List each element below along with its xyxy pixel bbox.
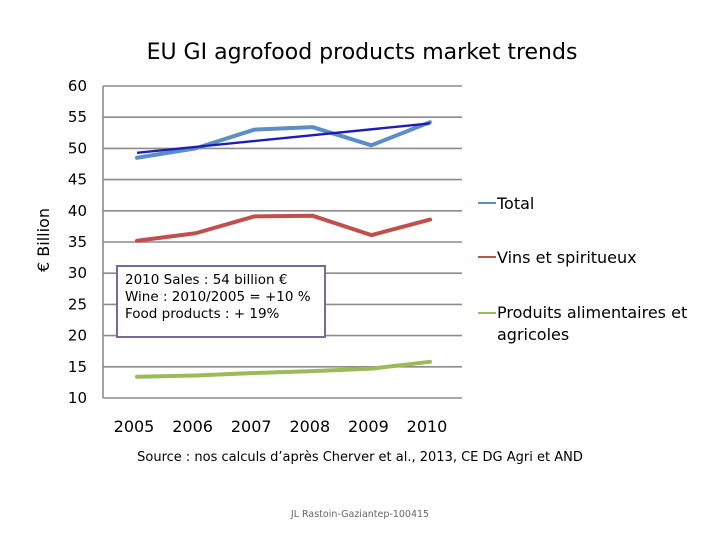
source-note: Source : nos calculs d’après Cherver et … bbox=[137, 450, 583, 465]
y-tick-label: 55 bbox=[68, 108, 87, 126]
annotation-line: Wine : 2010/2005 = +10 % bbox=[125, 289, 311, 305]
x-tick-label: 2009 bbox=[348, 417, 389, 436]
x-tick-labels: 2005 2006 2007 2008 2009 2010 bbox=[114, 417, 448, 436]
y-tick-labels: 60 55 50 45 40 35 30 25 20 15 10 bbox=[68, 77, 87, 407]
y-tick-label: 20 bbox=[68, 327, 87, 345]
y-tick-label: 35 bbox=[68, 233, 87, 251]
annotation-line: 2010 Sales : 54 billion € bbox=[125, 272, 288, 288]
trendline-total bbox=[136, 122, 431, 154]
x-tick-label: 2006 bbox=[172, 417, 213, 436]
annotation-box: 2010 Sales : 54 billion € Wine : 2010/20… bbox=[116, 265, 326, 338]
x-tick-label: 2007 bbox=[231, 417, 272, 436]
chart-title: EU GI agrofood products market trends bbox=[147, 40, 578, 65]
y-tick-label: 15 bbox=[68, 358, 87, 376]
y-tick-label: 10 bbox=[68, 389, 87, 407]
x-tick-label: 2005 bbox=[114, 417, 155, 436]
series-line-produits bbox=[135, 359, 432, 379]
series-line-vins bbox=[135, 213, 432, 243]
legend-label-produits-line2: agricoles bbox=[497, 325, 569, 344]
y-axis-label: € Billion bbox=[34, 208, 53, 272]
x-tick-label: 2008 bbox=[289, 417, 330, 436]
legend-label-total: Total bbox=[496, 194, 534, 213]
x-tick-label: 2010 bbox=[407, 417, 448, 436]
y-tick-label: 45 bbox=[68, 171, 87, 189]
footer-credit: JL Rastoin-Gaziantep-100415 bbox=[290, 509, 430, 520]
series-line-total bbox=[135, 120, 432, 160]
y-tick-label: 60 bbox=[68, 77, 87, 95]
legend-label-vins: Vins et spiritueux bbox=[497, 248, 637, 267]
legend-label-produits-line1: Produits alimentaires et bbox=[497, 303, 687, 322]
y-tick-label: 30 bbox=[68, 264, 87, 282]
y-tick-label: 25 bbox=[68, 295, 87, 313]
series-lines bbox=[135, 120, 432, 379]
annotation-line: Food products : + 19% bbox=[125, 306, 280, 322]
legend: Total Vins et spiritueux Produits alimen… bbox=[478, 194, 687, 344]
y-tick-label: 40 bbox=[68, 202, 87, 220]
y-tick-label: 50 bbox=[68, 139, 87, 157]
